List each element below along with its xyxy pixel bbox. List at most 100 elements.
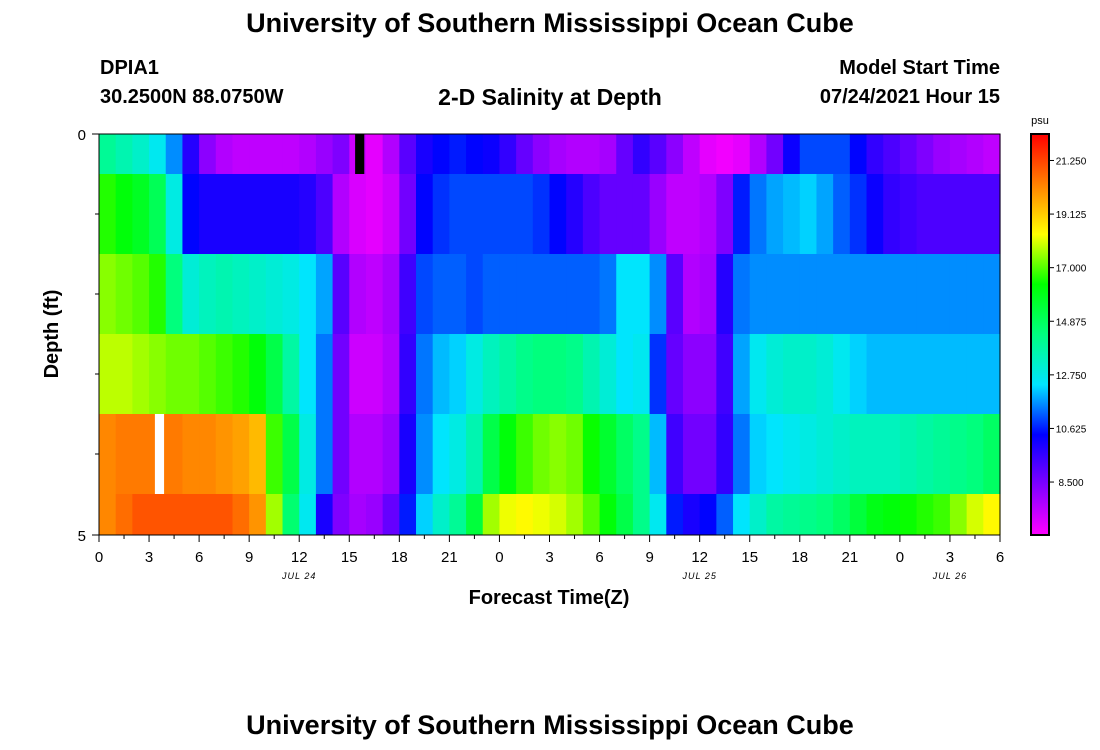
heatmap-cell <box>382 494 400 535</box>
heatmap-cell <box>149 334 167 414</box>
x-tick-label: 6 <box>595 549 603 566</box>
heatmap-cell <box>482 334 501 414</box>
heatmap-cell <box>699 134 717 174</box>
heatmap-cell <box>449 414 467 494</box>
heatmap-cell <box>849 334 868 414</box>
heatmap-cell <box>966 254 984 334</box>
heatmap-cell <box>399 494 417 535</box>
heatmap-cell <box>416 334 434 414</box>
heatmap-cell <box>966 334 984 414</box>
heatmap-cell <box>949 174 968 254</box>
heatmap-cell <box>466 414 484 494</box>
x-tick-label: 0 <box>495 549 503 566</box>
heatmap-cell <box>265 494 284 535</box>
heatmap-cell <box>682 414 701 494</box>
heatmap-cell <box>315 134 334 174</box>
heatmap-cell <box>232 334 250 414</box>
heatmap-cell <box>249 414 267 494</box>
heatmap-cell <box>549 134 567 174</box>
heatmap-cell <box>416 254 434 334</box>
salinity-heatmap-chart: 0 3 6 9 12 15 18 21 0 3 6 9 12 15 18 21 0 3 6 JUL 24 JUL 25 J… <box>41 115 1087 609</box>
heatmap-cell <box>582 494 601 535</box>
heatmap-cell <box>215 414 234 494</box>
x-tick-label: 18 <box>791 549 808 566</box>
heatmap-cell <box>199 414 217 494</box>
x-tick-label: 3 <box>145 549 153 566</box>
heatmap-cell <box>766 134 784 174</box>
heatmap-cell <box>716 134 734 174</box>
heatmap-cell <box>983 494 1001 535</box>
heatmap-cell <box>949 334 968 414</box>
heatmap-cell <box>632 174 651 254</box>
heatmap-cell <box>582 254 601 334</box>
heatmap-cell <box>799 494 818 535</box>
heatmap-cell <box>833 334 851 414</box>
x-tick-label: 21 <box>441 549 458 566</box>
heatmap-cell <box>315 254 334 334</box>
heatmap-cell <box>182 334 200 414</box>
heatmap-cell <box>182 414 200 494</box>
heatmap-cell <box>499 334 517 414</box>
heatmap-cell <box>566 134 584 174</box>
heatmap-cell <box>182 134 200 174</box>
heatmap-cell <box>833 134 851 174</box>
heatmap-cell <box>866 254 884 334</box>
heatmap-cell <box>299 334 317 414</box>
heatmap-cell <box>299 494 317 535</box>
heatmap-cell <box>416 414 434 494</box>
heatmap-cell <box>833 254 851 334</box>
heatmap-cell <box>866 174 884 254</box>
heatmap-cell <box>432 254 450 334</box>
heatmap-cell <box>733 134 751 174</box>
heatmap-cell <box>883 414 901 494</box>
heatmap-cell <box>165 334 184 414</box>
heatmap-cell <box>933 134 951 174</box>
model-start-value: 07/24/2021 Hour 15 <box>819 86 1000 108</box>
heatmap-cell <box>566 494 584 535</box>
heatmap-cell <box>332 174 350 254</box>
x-tick-label: 9 <box>645 549 653 566</box>
heatmap-cell <box>632 334 651 414</box>
heatmap-cell <box>365 254 384 334</box>
heatmap-cell <box>649 334 667 414</box>
heatmap-cell <box>432 174 450 254</box>
heatmap-cell <box>733 494 751 535</box>
heatmap-cell <box>299 254 317 334</box>
heatmap-cell <box>733 254 751 334</box>
x-tick-label: 9 <box>245 549 253 566</box>
x-tick-label: 3 <box>545 549 553 566</box>
heatmap-cell <box>616 174 634 254</box>
heatmap-cell <box>799 334 818 414</box>
heatmap-cell <box>115 254 133 334</box>
y-axis-label: Depth (ft) <box>41 290 63 379</box>
heatmap-cell <box>282 254 300 334</box>
heatmap-cell <box>482 254 501 334</box>
heatmap-cell <box>833 494 851 535</box>
station-coordinates: 30.2500N 88.0750W <box>100 86 284 108</box>
heatmap-cell <box>132 494 150 535</box>
heatmap-cell <box>599 494 617 535</box>
x-tick-label: 0 <box>95 549 103 566</box>
heatmap-cell <box>766 254 784 334</box>
heatmap-cell <box>149 494 167 535</box>
heatmap-cell <box>682 254 701 334</box>
colorbar-tick-label: 14.875 <box>1056 317 1087 328</box>
heatmap-cell <box>966 134 984 174</box>
heatmap-cell <box>132 134 150 174</box>
x-tick-label: 12 <box>291 549 308 566</box>
heatmap-cell <box>532 134 551 174</box>
heatmap-cell <box>532 254 551 334</box>
heatmap-cell <box>99 134 117 174</box>
heatmap-cell <box>916 414 934 494</box>
heatmap-cell <box>232 174 250 254</box>
heatmap-cell <box>599 134 617 174</box>
x-tick-label: 21 <box>841 549 858 566</box>
heatmap-cell <box>132 254 150 334</box>
heatmap-cell <box>833 414 851 494</box>
heatmap-cell <box>766 494 784 535</box>
heatmap-cell <box>149 174 167 254</box>
heatmap-cell <box>232 414 250 494</box>
heatmap-cell <box>416 494 434 535</box>
heatmap-cell <box>349 414 367 494</box>
heatmap-cell <box>649 254 667 334</box>
